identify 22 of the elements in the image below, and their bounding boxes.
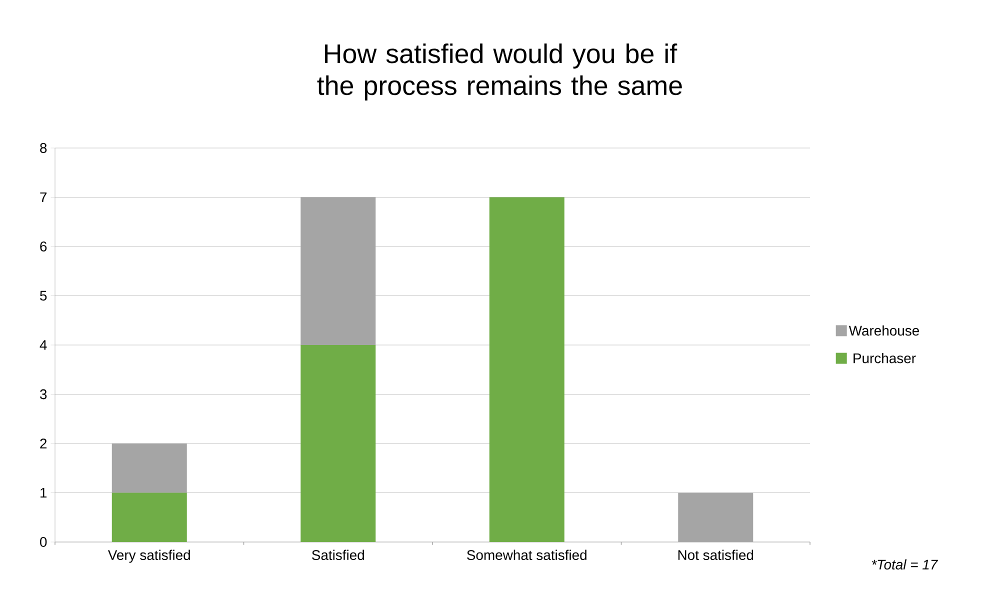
y-tick-label: 8: [40, 143, 47, 153]
y-tick-label: 0: [40, 537, 47, 547]
y-tick-label: 4: [40, 340, 47, 350]
x-tick-label: Satisfied: [312, 550, 364, 560]
x-tick-label: Very satisfied: [108, 550, 190, 563]
bar: [300, 345, 376, 542]
y-tick-label: 5: [40, 290, 47, 301]
bar: [489, 197, 564, 542]
legend-label: Warehouse: [848, 325, 920, 336]
y-tick-label: 6: [40, 242, 47, 252]
y-tick-label: 1: [40, 488, 47, 498]
y-tick-label: 2: [40, 438, 47, 448]
bar: [112, 492, 187, 542]
legend-label: Purchaser: [854, 352, 916, 364]
chart-title: How satisfied would you be if the process remains the same: [317, 44, 682, 100]
text: *Total = 17: [872, 559, 938, 570]
y-tick-label: 7: [40, 192, 47, 202]
bar: [300, 197, 376, 345]
bar: [112, 444, 187, 493]
y-tick-label: 3: [40, 389, 47, 400]
x-tick-label: Not satisfied: [678, 550, 754, 560]
x-tick-label: Somewhat satisfied: [467, 550, 586, 560]
